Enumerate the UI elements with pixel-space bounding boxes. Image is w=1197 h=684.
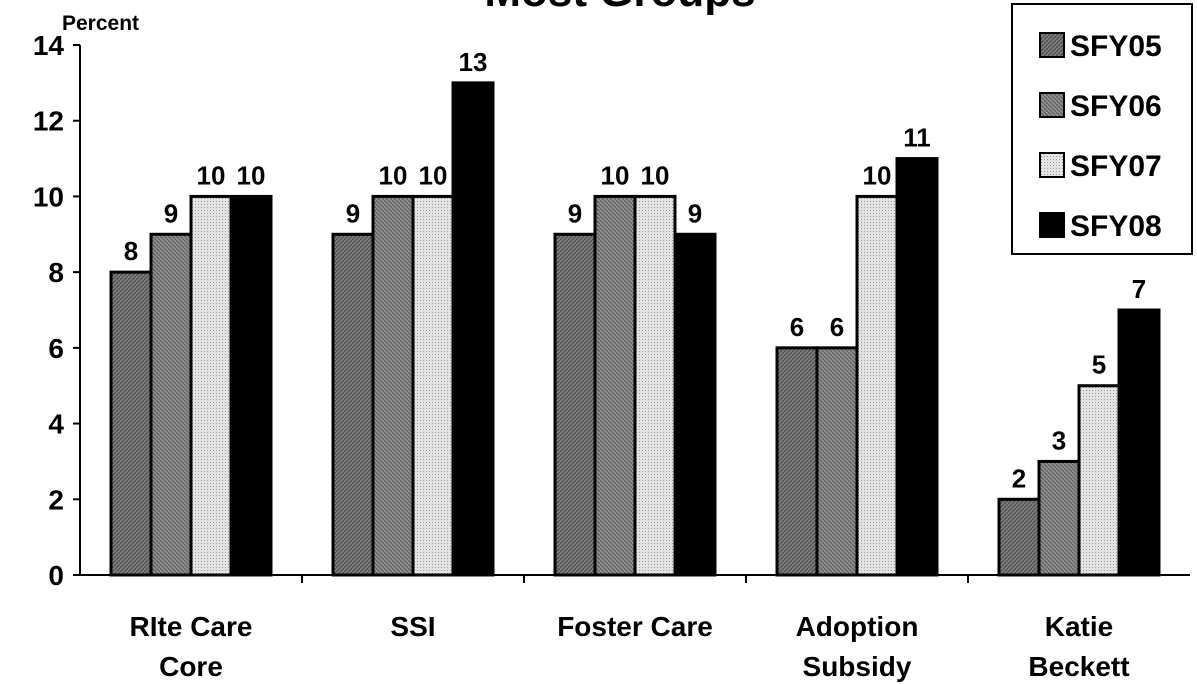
data-label: 7	[1132, 274, 1146, 304]
x-tick-label: Subsidy	[803, 651, 912, 682]
legend-label: SFY06	[1070, 90, 1162, 123]
bar-sfy07	[411, 194, 455, 577]
data-label: 10	[601, 160, 630, 190]
data-label: 10	[379, 160, 408, 190]
bar-sfy08	[1117, 308, 1161, 577]
bar-sfy06	[815, 346, 859, 577]
data-label: 10	[237, 160, 266, 190]
bar-sfy06	[149, 232, 193, 577]
y-tick-label: 12	[33, 106, 64, 137]
legend-label: SFY05	[1070, 30, 1162, 63]
data-label: 13	[459, 47, 488, 77]
x-axis-labels: RIte Care Core SSI Foster Care Adoption Subsi…	[130, 611, 1130, 682]
data-label: 8	[124, 236, 138, 266]
bar-sfy08	[229, 194, 273, 577]
bar-sfy06	[1037, 459, 1081, 577]
legend: SFY05 SFY06 SFY07 SFY08	[1011, 3, 1193, 255]
bar-sfy06	[593, 194, 637, 577]
bar-sfy07	[633, 194, 677, 577]
legend-swatch	[1039, 92, 1065, 118]
data-label: 9	[164, 198, 178, 228]
x-tick-label: Katie	[1045, 611, 1113, 642]
legend-swatch	[1039, 212, 1065, 238]
y-tick-label: 6	[48, 333, 64, 364]
data-label: 10	[419, 160, 448, 190]
bar-sfy06	[371, 194, 415, 577]
data-label: 6	[830, 312, 844, 342]
bar-sfy05	[109, 270, 153, 577]
chart-title: Most Groups	[484, 0, 755, 16]
y-tick-label: 14	[33, 30, 65, 61]
data-label: 5	[1092, 350, 1106, 380]
bar-sfy05	[775, 346, 819, 577]
bar-sfy07	[855, 194, 899, 577]
data-label: 9	[568, 198, 582, 228]
y-tick-label: 2	[48, 484, 64, 515]
y-tick-label: 10	[33, 181, 64, 212]
legend-label: SFY08	[1070, 210, 1162, 243]
data-label: 11	[903, 123, 931, 153]
data-label: 6	[790, 312, 804, 342]
bar-sfy07	[1077, 384, 1121, 577]
data-label: 2	[1012, 463, 1026, 493]
x-tick-label: Adoption	[796, 611, 919, 642]
y-axis-label: Percent	[62, 12, 139, 35]
y-tick-label: 4	[48, 409, 64, 440]
legend-swatch	[1039, 152, 1065, 178]
data-label: 10	[641, 160, 670, 190]
bar-sfy08	[895, 157, 939, 577]
x-tick-label: Beckett	[1028, 651, 1129, 682]
legend-label: SFY07	[1070, 150, 1162, 183]
x-tick-label: Core	[159, 651, 223, 682]
data-label: 9	[688, 198, 702, 228]
bar-sfy05	[553, 232, 597, 577]
data-label: 10	[197, 160, 226, 190]
bar-sfy08	[451, 81, 495, 577]
data-label: 3	[1052, 425, 1066, 455]
bar-sfy07	[189, 194, 233, 577]
bar-sfy05	[331, 232, 375, 577]
y-tick-label: 8	[48, 257, 64, 288]
data-label: 10	[863, 160, 892, 190]
y-tick-label: 0	[48, 560, 64, 591]
x-tick-label: Foster Care	[557, 611, 713, 642]
data-label: 9	[346, 198, 360, 228]
bar-sfy08	[673, 232, 717, 577]
bar-sfy05	[997, 497, 1041, 577]
legend-swatch	[1039, 32, 1065, 58]
x-tick-label: RIte Care	[130, 611, 253, 642]
x-tick-label: SSI	[390, 611, 435, 642]
bars	[109, 81, 1161, 577]
